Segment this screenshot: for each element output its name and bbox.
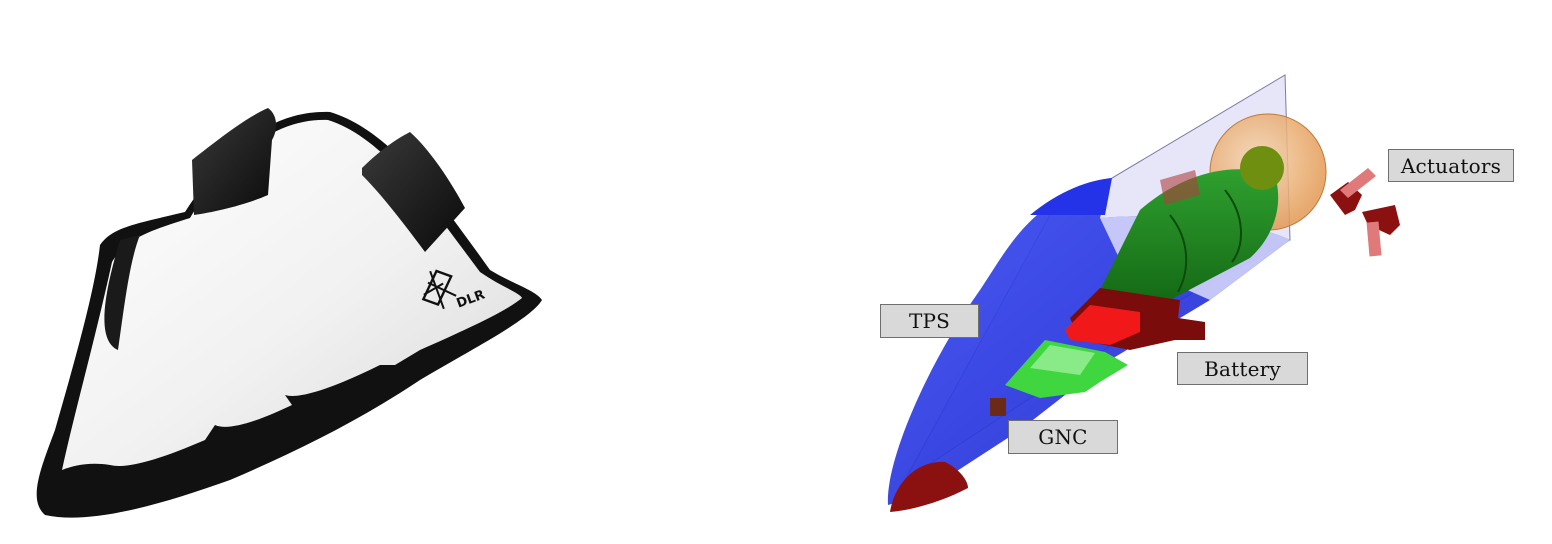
vehicle-cutaway-view [887, 74, 1400, 512]
actuator-group [1330, 168, 1400, 257]
gnc-sensor [990, 398, 1006, 416]
structure-ring [1224, 189, 1242, 263]
label-gnc: GNC [1008, 420, 1118, 454]
structure-cylinder [1080, 169, 1279, 330]
vehicle-exterior-view: DLR [36, 108, 542, 518]
label-tps: TPS [880, 304, 979, 338]
actuator-lower [1362, 205, 1400, 235]
vertical-fin-right [362, 132, 465, 252]
label-actuators: Actuators [1388, 149, 1514, 182]
label-battery: Battery [1177, 352, 1308, 385]
tps-leading-edge [1030, 178, 1112, 215]
vertical-fin-left [192, 108, 277, 215]
gnc-unit-top [1030, 345, 1095, 375]
actuator-upper-rod [1340, 168, 1376, 198]
structure-ring [1169, 214, 1188, 293]
battery-cell [1065, 305, 1140, 345]
nose-cap [890, 461, 968, 512]
actuator-lower-rod [1366, 221, 1382, 257]
structure-cylinder-cap [1240, 146, 1284, 190]
flap-hinge [1160, 170, 1200, 205]
hull-side-strake [104, 235, 140, 350]
